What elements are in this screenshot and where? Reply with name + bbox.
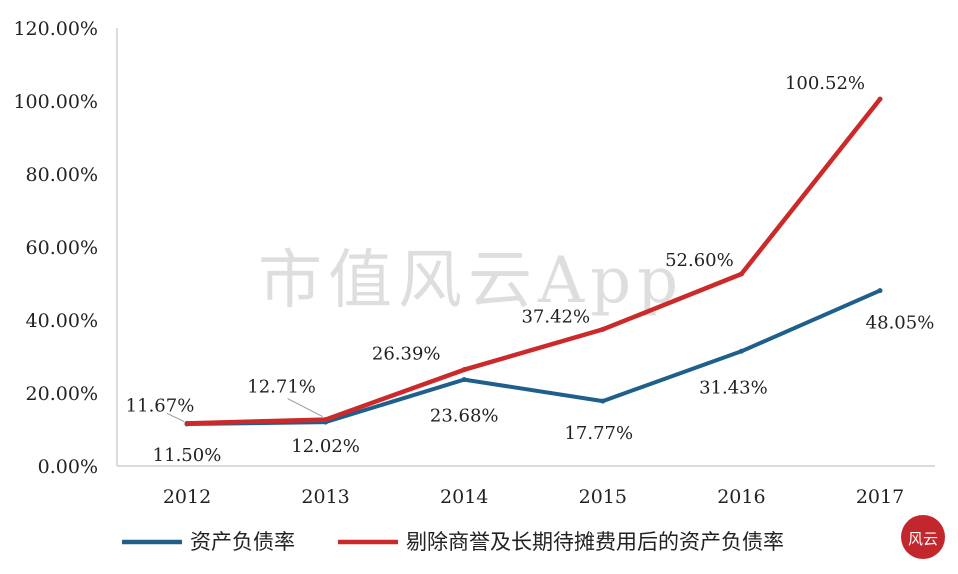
label-leader-line — [287, 398, 323, 418]
data-label: 23.68% — [430, 406, 499, 427]
watermark: 市值风云App — [258, 244, 684, 318]
data-point — [738, 348, 744, 354]
y-tick-label: 60.00% — [26, 237, 98, 259]
data-label: 12.02% — [291, 436, 360, 457]
x-tick-label: 2012 — [163, 486, 211, 508]
legend: 资产负债率 剔除商誉及长期待摊费用后的资产负债率 — [122, 530, 784, 554]
logo-circle — [901, 515, 945, 559]
y-tick-label: 40.00% — [26, 310, 98, 332]
brand-logo: 风云 — [901, 515, 945, 559]
data-point — [323, 417, 329, 423]
x-tick-label: 2015 — [579, 486, 627, 508]
logo-text: 风云 — [908, 530, 938, 548]
data-point — [877, 288, 883, 294]
label-leader-line — [166, 412, 185, 422]
data-point — [877, 96, 883, 102]
data-label: 11.67% — [126, 395, 195, 416]
y-tick-label: 0.00% — [38, 456, 98, 478]
data-point — [461, 367, 467, 373]
data-point — [600, 398, 606, 404]
y-tick-label: 100.00% — [13, 91, 98, 113]
series-lines — [184, 96, 883, 427]
data-label: 37.42% — [521, 306, 590, 327]
y-tick-label: 80.00% — [26, 164, 98, 186]
data-label: 31.43% — [699, 377, 768, 398]
y-tick-label: 20.00% — [26, 383, 98, 405]
data-label: 48.05% — [866, 313, 935, 334]
x-tick-label: 2016 — [717, 486, 765, 508]
data-label: 52.60% — [665, 250, 734, 271]
data-point — [184, 420, 190, 426]
data-point — [461, 377, 467, 383]
data-labels: 11.50% 12.02% 23.68% 17.77% 31.43% 48.05% 11.6… — [126, 73, 935, 466]
y-axis-ticks: 0.00% 20.00% 40.00% 60.00% 80.00% 100.00% 120.… — [13, 18, 98, 478]
data-label: 11.50% — [153, 445, 222, 466]
legend-label: 资产负债率 — [190, 530, 295, 554]
x-tick-label: 2017 — [856, 486, 904, 508]
data-label: 26.39% — [372, 344, 441, 365]
data-label: 100.52% — [785, 73, 865, 94]
x-tick-label: 2013 — [301, 486, 349, 508]
legend-label: 剔除商誉及长期待摊费用后的资产负债率 — [406, 530, 784, 554]
series-line-adjusted-debt-ratio — [184, 96, 883, 426]
data-label: 17.77% — [564, 423, 633, 444]
x-axis-ticks: 2012 2013 2014 2015 2016 2017 — [163, 486, 904, 508]
data-label: 12.71% — [247, 377, 316, 398]
x-tick-label: 2014 — [440, 486, 488, 508]
data-point — [600, 326, 606, 332]
y-tick-label: 120.00% — [13, 18, 98, 40]
data-point — [738, 271, 744, 277]
